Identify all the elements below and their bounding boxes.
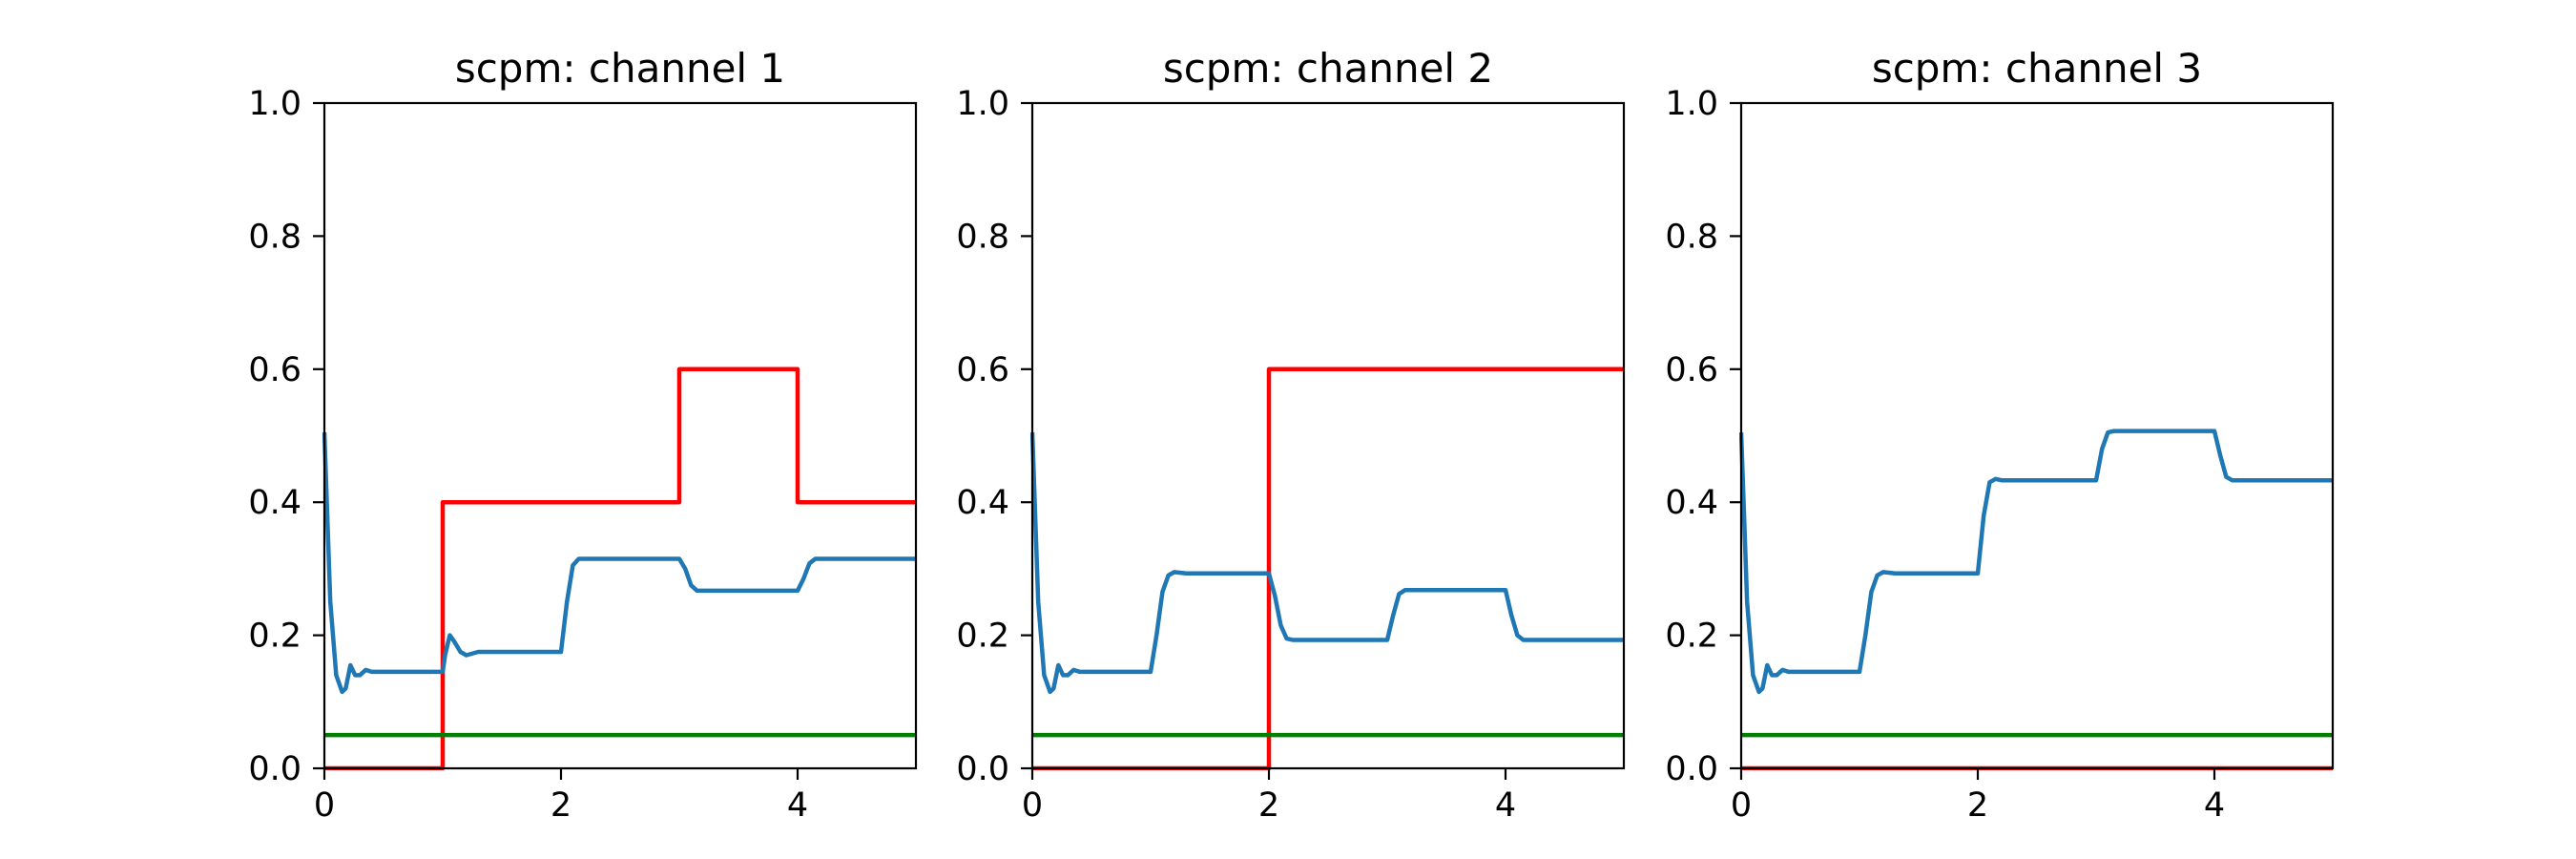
y-tick-label: 0.6 (248, 351, 301, 389)
y-tick-label: 0.8 (1665, 218, 1718, 256)
y-tick-label: 0.8 (956, 218, 1009, 256)
y-tick-label: 0.0 (956, 750, 1009, 788)
y-tick-label: 1.0 (956, 85, 1009, 123)
series-line-3 (322, 431, 916, 695)
y-tick-label: 0.6 (956, 351, 1009, 389)
axes-frame (1739, 101, 2335, 770)
x-tick-label: 4 (1495, 786, 1516, 825)
subplot-channel-2: scpm: channel 2 0 2 4 0.0 0.2 0.4 0.6 0.8 1.0 (956, 45, 1626, 825)
subplot-channel-1: scpm: channel 1 0 2 4 0.0 0.2 0.4 0.6 0.8 1.0 (248, 45, 918, 825)
x-tick-label: 0 (1731, 786, 1752, 825)
y-tick-label: 0.0 (1665, 750, 1718, 788)
subplot-channel-3: scpm: channel 3 0 2 4 0.0 0.2 0.4 0.6 0.8 1.0 (1665, 45, 2335, 825)
subplot-title: scpm: channel 1 (455, 45, 785, 92)
y-tick-label: 0.2 (956, 618, 1009, 656)
y-tick-label: 0.4 (956, 484, 1009, 522)
y-tick-label: 1.0 (248, 85, 301, 123)
y-tick-label: 0.4 (1665, 484, 1718, 522)
axes-frame (322, 101, 918, 770)
y-tick-label: 0.0 (248, 750, 301, 788)
y-tick-label: 1.0 (1665, 85, 1718, 123)
series-line-3 (1739, 429, 2333, 695)
series-line-3 (1030, 431, 1624, 695)
x-tick-label: 0 (314, 786, 335, 825)
x-tick-label: 0 (1022, 786, 1043, 825)
x-tick-label: 4 (2204, 786, 2225, 825)
subplot-title: scpm: channel 3 (1872, 45, 2202, 92)
y-tick-label: 0.8 (248, 218, 301, 256)
x-tick-label: 2 (1258, 786, 1279, 825)
y-tick-label: 0.6 (1665, 351, 1718, 389)
axes-frame (1030, 101, 1626, 770)
x-tick-label: 4 (787, 786, 808, 825)
x-tick-label: 2 (551, 786, 571, 825)
plot-lines (322, 367, 916, 770)
y-tick-label: 0.2 (248, 618, 301, 656)
x-tick-label: 2 (1967, 786, 1988, 825)
y-tick-label: 0.4 (248, 484, 301, 522)
y-tick-label: 0.2 (1665, 618, 1718, 656)
series-line-1 (324, 367, 916, 770)
subplot-title: scpm: channel 2 (1163, 45, 1493, 92)
